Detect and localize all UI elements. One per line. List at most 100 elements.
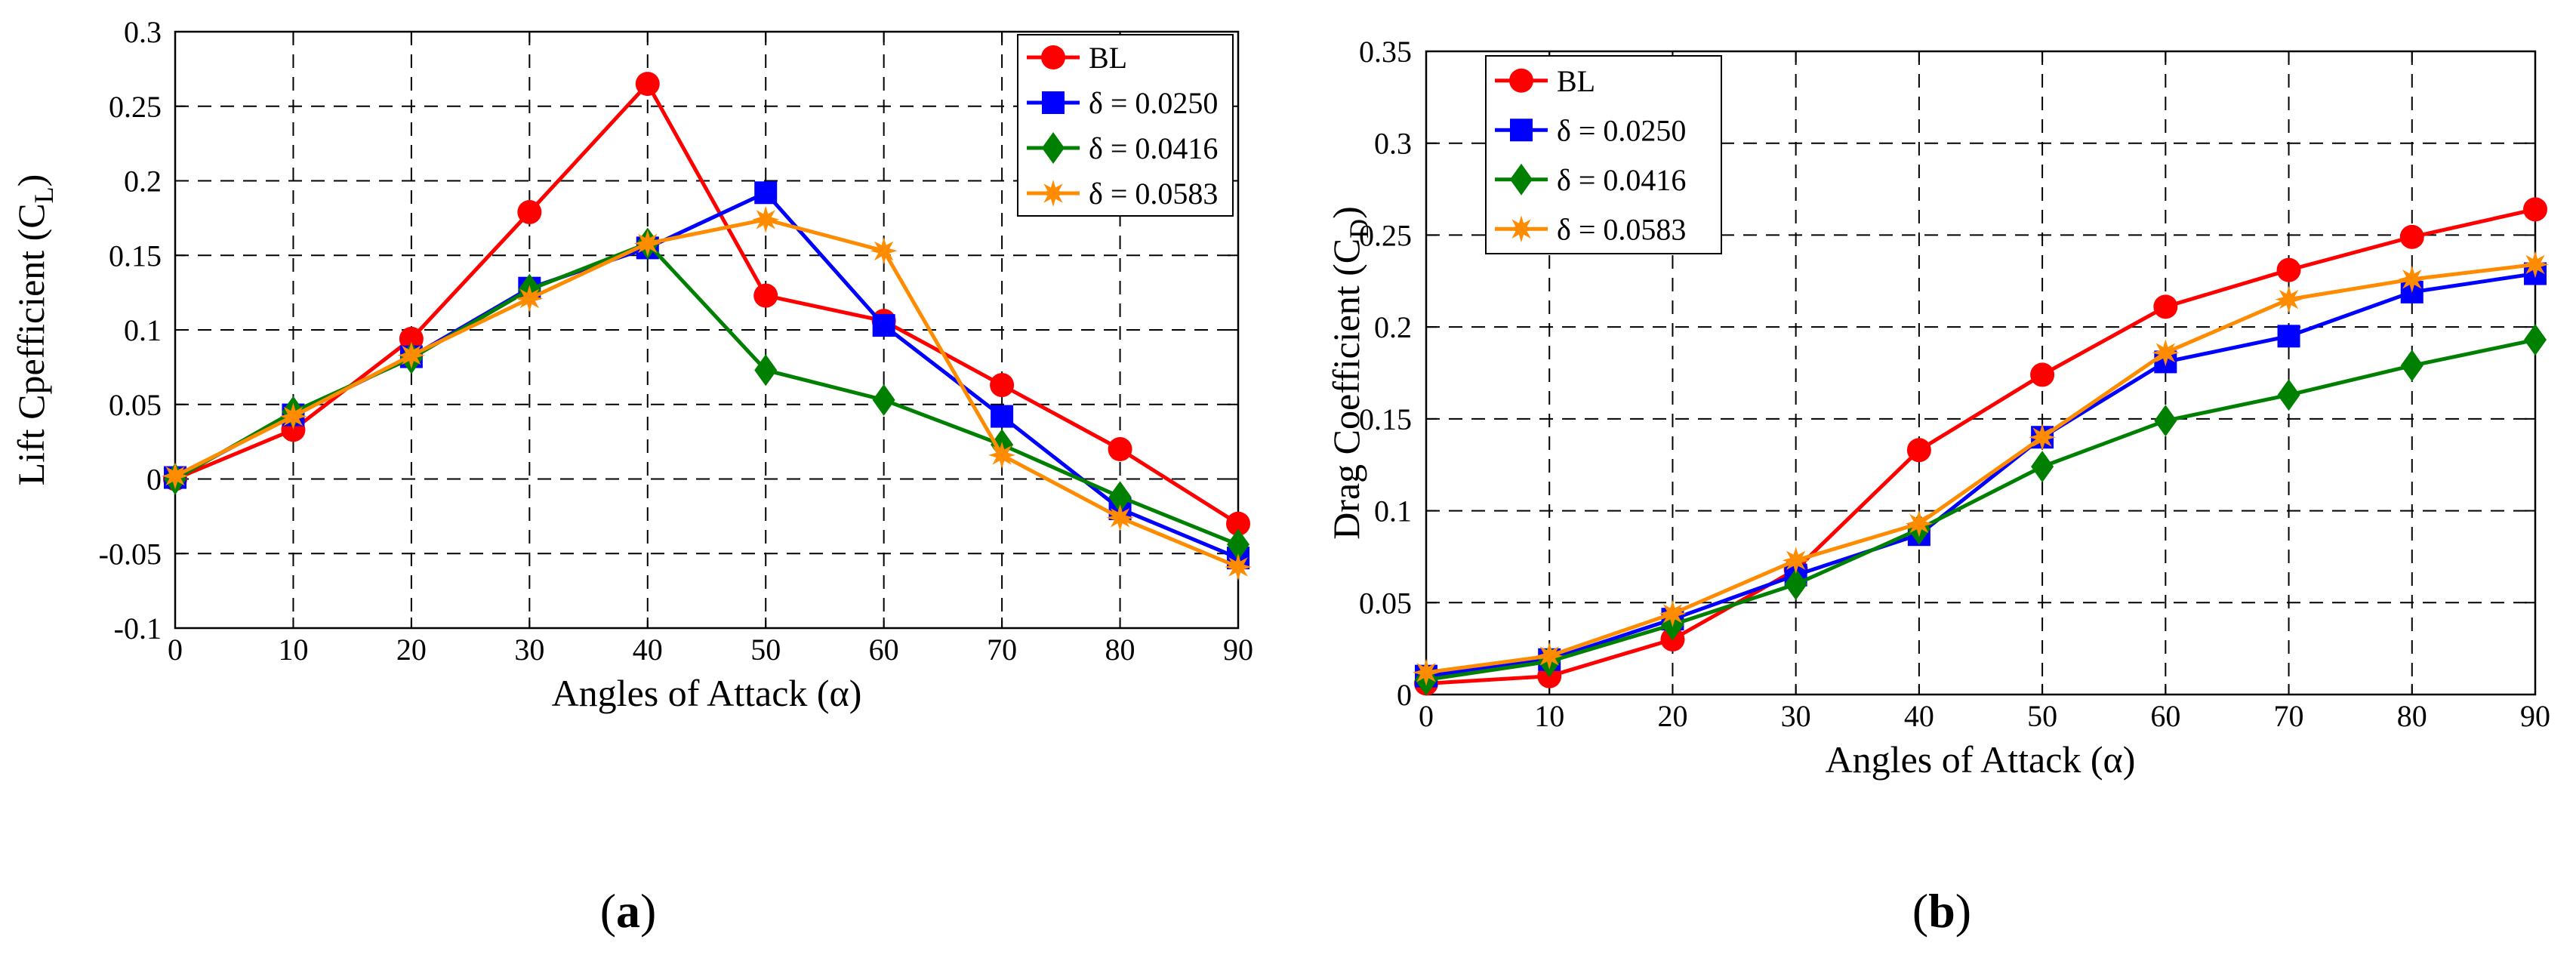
data-point	[2030, 362, 2055, 387]
x-tick-label: 90	[2520, 699, 2550, 733]
data-point	[2400, 350, 2423, 382]
y-tick-label: 0.2	[124, 165, 162, 199]
y-axis-label-close: )	[1325, 206, 1367, 219]
data-point	[870, 237, 898, 265]
data-point	[1905, 510, 1933, 537]
data-point	[2154, 405, 2177, 437]
x-tick-label: 80	[1105, 633, 1135, 667]
series-line	[1425, 207, 2536, 685]
series-line	[174, 217, 1239, 569]
data-point	[1225, 553, 1252, 581]
legend-label: δ = 0.0416	[1557, 163, 1686, 197]
y-tick-label: 0	[1397, 678, 1412, 712]
series-line	[1425, 337, 2536, 682]
x-tick-label: 90	[1223, 633, 1253, 667]
y-axis-label-subscript: D	[1344, 219, 1374, 239]
y-tick-label: 0.15	[109, 239, 162, 273]
x-axis-label: Angles of Attack (α)	[552, 672, 862, 714]
x-tick-label: 0	[1419, 699, 1434, 733]
legend: BL δ = 0.0250 δ = 0.0416 δ = 0.0583	[1017, 34, 1234, 217]
y-tick-label: 0.1	[124, 313, 162, 347]
x-tick-label: 40	[1904, 699, 1934, 733]
series-3	[1413, 251, 2549, 686]
x-tick-label: 10	[1534, 699, 1564, 733]
legend-label: δ = 0.0250	[1557, 113, 1686, 147]
legend: BL δ = 0.0250 δ = 0.0416 δ = 0.0583	[1485, 55, 1722, 254]
data-point	[162, 462, 189, 490]
data-point	[754, 181, 778, 205]
data-point	[2153, 294, 2178, 319]
data-point	[2524, 324, 2547, 356]
panel-paren-open: (	[600, 884, 616, 938]
legend-label: BL	[1557, 64, 1595, 98]
x-tick-label: 30	[514, 633, 544, 667]
data-point	[2152, 339, 2180, 367]
data-point	[2031, 451, 2054, 483]
y-tick-label: -0.1	[114, 611, 162, 645]
data-point	[991, 405, 1014, 428]
x-tick-label: 50	[2027, 699, 2057, 733]
legend-marker	[1509, 68, 1533, 93]
y-tick-label: 0.2	[1374, 310, 1412, 344]
y-tick-label: 0.1	[1374, 494, 1412, 528]
data-point	[2398, 265, 2426, 293]
y-tick-label: 0.25	[1359, 218, 1412, 252]
x-tick-label: 20	[1657, 699, 1687, 733]
x-tick-label: 30	[1781, 699, 1811, 733]
data-point	[1227, 528, 1249, 561]
x-tick-label: 10	[278, 633, 308, 667]
data-point	[1536, 642, 1564, 670]
x-tick-label: 70	[2274, 699, 2304, 733]
legend-marker	[1510, 163, 1533, 196]
data-point	[2522, 251, 2549, 279]
data-point	[397, 341, 425, 369]
panel-paren-close: )	[1955, 884, 1971, 938]
data-point	[399, 326, 424, 351]
legend-marker	[1042, 132, 1065, 164]
data-point	[1413, 658, 1440, 686]
panel-paren-open: (	[1912, 884, 1928, 938]
data-point	[872, 383, 895, 416]
y-tick-label: 0.05	[109, 388, 162, 422]
legend-label: δ = 0.0250	[1089, 86, 1218, 120]
data-point	[2399, 224, 2424, 249]
chart-a: 0 10 20 30 40 50 60 70 80 90 -0.1 -0.05 0 0.05 0.1 0.15…	[10, 15, 1253, 938]
data-point	[2276, 257, 2301, 282]
series-0	[1414, 197, 2547, 696]
y-tick-label: 0.3	[124, 15, 162, 49]
data-point	[2029, 424, 2057, 451]
data-point	[1108, 481, 1132, 513]
panel-letter: b	[1928, 884, 1955, 938]
x-tick-label: 50	[750, 633, 781, 667]
y-tick-label: 0.05	[1359, 586, 1412, 620]
x-tick-label: 60	[869, 633, 899, 667]
x-tick-label: 0	[168, 633, 183, 667]
legend-marker	[1042, 91, 1065, 114]
chart-b: 0 10 20 30 40 50 60 70 80 90 0 0.05 0.1 0.15 0.2 0.25 0.…	[1325, 35, 2550, 938]
series-line	[1425, 272, 2536, 679]
panel-paren-close: )	[640, 884, 656, 938]
data-point	[2275, 285, 2303, 313]
data-point	[635, 72, 660, 97]
y-tick-label: -0.05	[99, 537, 162, 571]
legend-marker	[1510, 119, 1533, 142]
y-axis-label-main: Lift Cpefficient (C	[10, 203, 52, 485]
data-point	[988, 441, 1016, 469]
legend-label: δ = 0.0416	[1089, 131, 1218, 165]
data-point	[872, 314, 895, 337]
y-axis-label: Lift Cpefficient (CL)	[10, 174, 59, 486]
data-point	[279, 402, 307, 430]
y-tick-label: 0.15	[1359, 402, 1412, 436]
x-tick-label: 80	[2397, 699, 2427, 733]
legend-marker	[1040, 180, 1067, 207]
y-tick-label: 0.3	[1374, 127, 1412, 161]
x-tick-label: 60	[2150, 699, 2180, 733]
data-point	[753, 283, 778, 308]
data-point	[1106, 504, 1134, 531]
legend-label: δ = 0.0583	[1089, 177, 1218, 211]
series-3	[162, 205, 1252, 581]
data-point	[516, 285, 544, 313]
legend-label: BL	[1089, 41, 1127, 75]
data-point	[1782, 547, 1810, 574]
